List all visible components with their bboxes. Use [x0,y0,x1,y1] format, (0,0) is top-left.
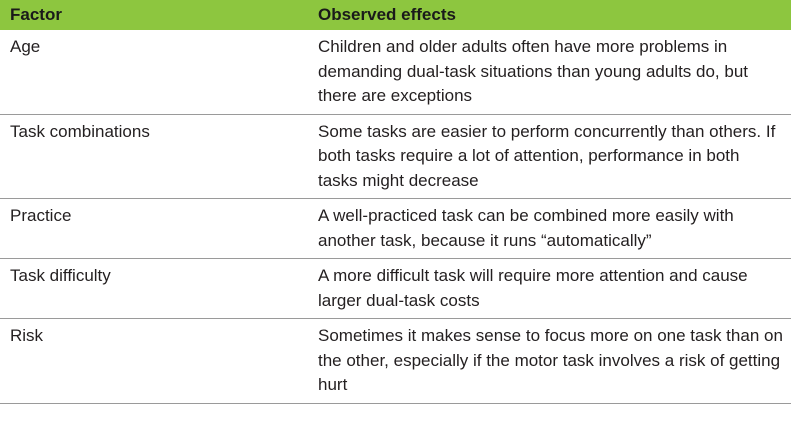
effect-cell: Children and older adults often have mor… [308,30,791,115]
effect-cell: Some tasks are easier to perform concurr… [308,114,791,199]
table-row: Task combinations Some tasks are easier … [0,114,791,199]
effect-cell: A more difficult task will require more … [308,258,791,319]
table-row: Practice A well-practiced task can be co… [0,198,791,259]
table-row: Age Children and older adults often have… [0,30,791,115]
header-observed-effects: Observed effects [308,0,791,30]
table-row: Task difficulty A more difficult task wi… [0,258,791,319]
factors-table: Factor Observed effects Age Children and… [0,0,791,404]
effect-cell: A well-practiced task can be combined mo… [308,198,791,259]
factor-cell: Task combinations [0,114,308,199]
table-row: Risk Sometimes it makes sense to focus m… [0,318,791,404]
factor-cell: Age [0,30,308,115]
factor-cell: Risk [0,318,308,404]
effect-cell: Sometimes it makes sense to focus more o… [308,318,791,404]
factor-cell: Task difficulty [0,258,308,319]
header-factor: Factor [0,0,308,30]
factor-cell: Practice [0,198,308,259]
table-header-row: Factor Observed effects [0,0,791,30]
